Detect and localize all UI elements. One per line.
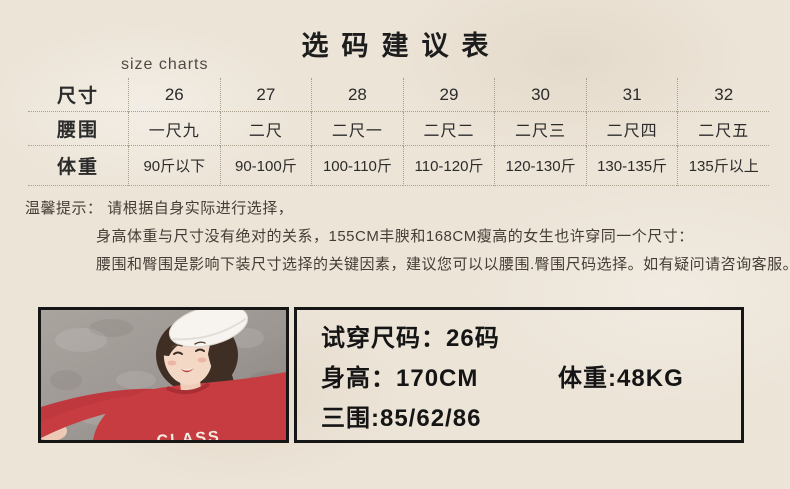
size-cell: 27 — [219, 78, 312, 112]
size-table: 尺寸 26 27 28 29 30 31 32 腰围 一尺九 二尺 二尺一 二尺… — [28, 78, 769, 186]
tips-line-2: 身高体重与尺寸没有绝对的关系，155CM丰腴和168CM瘦高的女生也许穿同一个尺… — [96, 228, 694, 245]
model-measurements: 三围:85/62/86 — [321, 404, 482, 432]
size-cell: 31 — [585, 78, 678, 112]
model-height: 身高：170CM — [321, 364, 479, 392]
waist-cell: 二尺一 — [311, 112, 403, 146]
weight-cell: 100-110斤 — [311, 146, 403, 186]
model-weight: 体重:48KG — [558, 364, 684, 392]
weight-cell: 120-130斤 — [494, 146, 586, 186]
size-charts-subtitle: size charts — [121, 56, 209, 73]
waist-cell: 一尺九 — [128, 112, 220, 146]
weight-cell: 90斤以下 — [128, 146, 220, 186]
weight-cell: 90-100斤 — [219, 146, 312, 186]
row-label-size: 尺寸 — [28, 78, 128, 112]
size-cell: 28 — [311, 78, 403, 112]
size-cell: 32 — [677, 78, 769, 112]
tips-text-1: 请根据自身实际进行选择， — [107, 200, 294, 217]
sweater-text: CLASS — [156, 429, 221, 440]
page-title: 选码建议表 — [301, 31, 502, 61]
model-photo-illustration: CLASS — [41, 310, 286, 440]
weight-cell: 130-135斤 — [585, 146, 678, 186]
tips-line-1: 温馨提示： 请根据自身实际进行选择， — [25, 195, 790, 223]
waist-cell: 二尺 — [219, 112, 312, 146]
tips-line-3: 腰围和臀围是影响下装尺寸选择的关键因素，建议您可以以腰围.臀围尺码选择。如有疑问… — [96, 256, 790, 273]
weight-cell: 135斤以上 — [677, 146, 769, 186]
row-label-waist: 腰围 — [28, 112, 128, 146]
waist-cell: 二尺二 — [402, 112, 495, 146]
size-cell: 29 — [402, 78, 495, 112]
model-photo: CLASS — [38, 307, 289, 443]
waist-cell: 二尺五 — [677, 112, 769, 146]
size-cell: 30 — [494, 78, 586, 112]
try-on-size: 试穿尺码：26码 — [321, 324, 500, 352]
height-weight-line: 身高：170CM 体重:48KG — [321, 358, 741, 393]
weight-cell: 110-120斤 — [402, 146, 495, 186]
size-cell: 26 — [128, 78, 220, 112]
tips-prefix: 温馨提示： — [25, 200, 103, 217]
fit-info-box: 试穿尺码：26码 身高：170CM 体重:48KG 三围:85/62/86 — [294, 307, 744, 443]
waist-cell: 二尺三 — [494, 112, 586, 146]
waist-cell: 二尺四 — [585, 112, 678, 146]
row-label-weight: 体重 — [28, 146, 128, 186]
warm-tips: 温馨提示： 请根据自身实际进行选择， 身高体重与尺寸没有绝对的关系，155CM丰… — [25, 195, 790, 279]
